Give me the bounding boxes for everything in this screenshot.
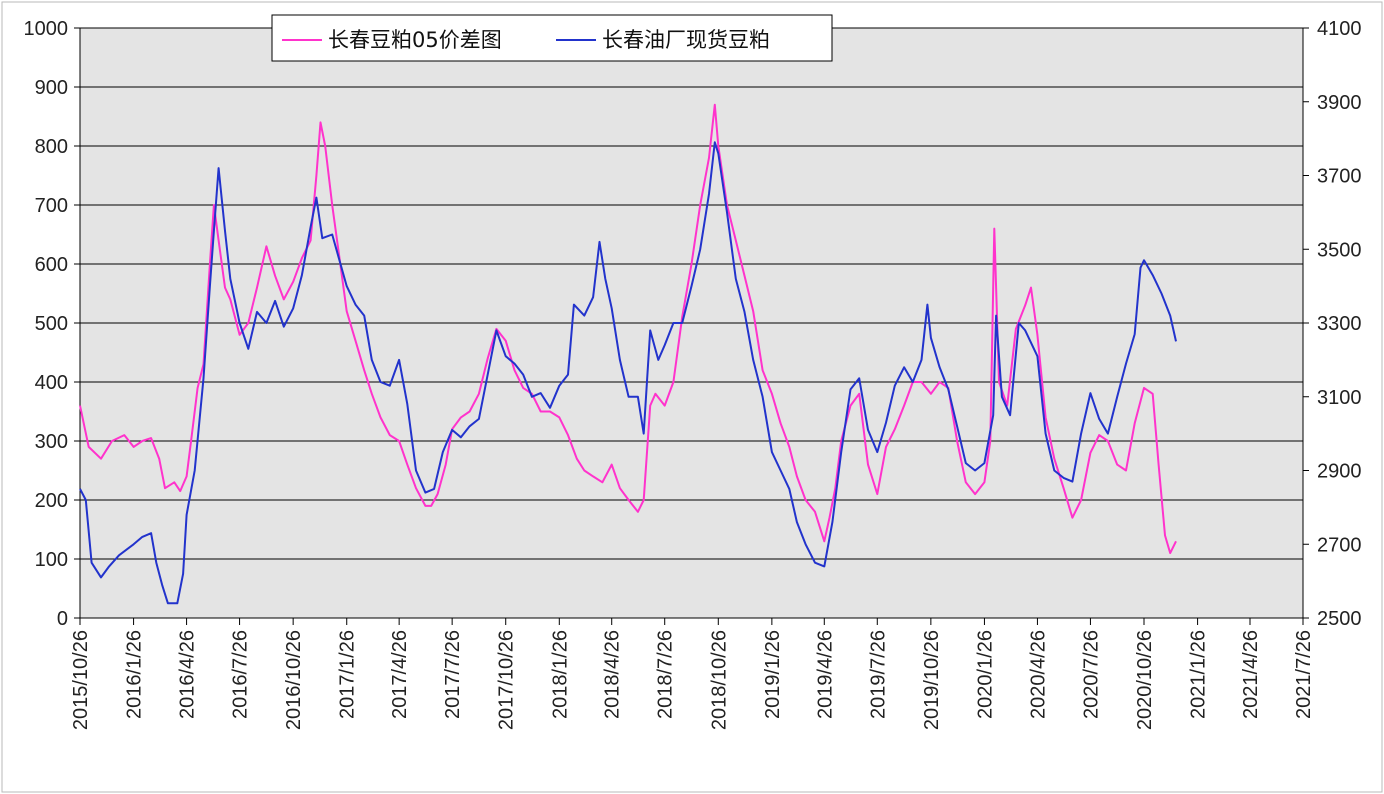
x-tick-label: 2017/7/26 bbox=[442, 630, 464, 719]
y-left-tick-label: 500 bbox=[35, 313, 68, 335]
x-tick-label: 2019/7/26 bbox=[867, 630, 889, 719]
y-left-tick-label: 1000 bbox=[24, 18, 69, 40]
series-line-spread bbox=[79, 103, 1177, 555]
legend-box bbox=[271, 14, 833, 62]
x-tick-label: 2016/4/26 bbox=[177, 630, 199, 719]
x-tick-label: 2017/1/26 bbox=[337, 630, 359, 719]
x-tick-label: 2015/10/26 bbox=[70, 630, 92, 730]
x-tick-label: 2018/10/26 bbox=[708, 630, 730, 730]
x-tick-label: 2016/7/26 bbox=[230, 630, 252, 719]
series-layer bbox=[79, 103, 1177, 605]
x-tick-label: 2021/4/26 bbox=[1240, 630, 1262, 719]
y-axis-right: 2500 2700 2900 3100 3300 3500 3700 3900 4100 bbox=[1303, 18, 1362, 630]
y-left-tick-label: 400 bbox=[35, 372, 68, 394]
x-tick-label: 2018/1/26 bbox=[549, 630, 571, 719]
x-tick-label: 2018/7/26 bbox=[655, 630, 677, 719]
y-right-tick-label: 3300 bbox=[1317, 313, 1362, 335]
legend-label-spread: 长春豆粕05价差图 bbox=[328, 28, 502, 52]
x-tick-label: 2016/10/26 bbox=[283, 630, 305, 730]
y-right-tick-label: 3700 bbox=[1317, 166, 1362, 188]
y-right-tick-label: 3100 bbox=[1317, 387, 1362, 409]
series-line-spot bbox=[79, 141, 1177, 605]
y-axis-left: 0 100 200 300 400 500 600 700 800 900 1000 bbox=[24, 18, 80, 630]
y-right-tick-label: 3900 bbox=[1317, 92, 1362, 114]
y-left-tick-label: 900 bbox=[35, 77, 68, 99]
y-left-tick-label: 200 bbox=[35, 490, 68, 512]
x-tick-label: 2019/4/26 bbox=[814, 630, 836, 719]
x-tick-label: 2016/1/26 bbox=[124, 630, 146, 719]
x-tick-label: 2020/1/26 bbox=[974, 630, 996, 719]
y-right-tick-label: 2500 bbox=[1317, 608, 1362, 630]
y-left-tick-label: 600 bbox=[35, 254, 68, 276]
x-tick-label: 2021/7/26 bbox=[1293, 630, 1315, 719]
x-tick-label: 2019/1/26 bbox=[762, 630, 784, 719]
y-left-tick-label: 0 bbox=[57, 608, 68, 630]
legend-label-spot: 长春油厂现货豆粕 bbox=[602, 28, 770, 52]
x-tick-label: 2019/10/26 bbox=[921, 630, 943, 730]
y-right-tick-label: 2700 bbox=[1317, 534, 1362, 556]
x-tick-label: 2021/1/26 bbox=[1188, 630, 1210, 719]
x-tick-label: 2020/7/26 bbox=[1080, 630, 1102, 719]
y-left-tick-label: 800 bbox=[35, 136, 68, 158]
x-axis: 2015/10/26 2016/1/26 2016/4/26 2016/7/26 201… bbox=[70, 618, 1315, 730]
y-left-tick-label: 100 bbox=[35, 549, 68, 571]
y-right-tick-label: 3500 bbox=[1317, 239, 1362, 261]
legend: 长春豆粕05价差图 长春油厂现货豆粕 bbox=[271, 14, 833, 62]
x-tick-label: 2017/10/26 bbox=[496, 630, 518, 730]
x-tick-label: 2017/4/26 bbox=[389, 630, 411, 719]
y-right-tick-label: 4100 bbox=[1317, 18, 1362, 40]
x-tick-label: 2020/4/26 bbox=[1027, 630, 1049, 719]
y-right-tick-label: 2900 bbox=[1317, 461, 1362, 483]
x-tick-label: 2020/10/26 bbox=[1134, 630, 1156, 730]
y-left-tick-label: 700 bbox=[35, 195, 68, 217]
y-left-tick-label: 300 bbox=[35, 431, 68, 453]
x-tick-label: 2018/4/26 bbox=[602, 630, 624, 719]
